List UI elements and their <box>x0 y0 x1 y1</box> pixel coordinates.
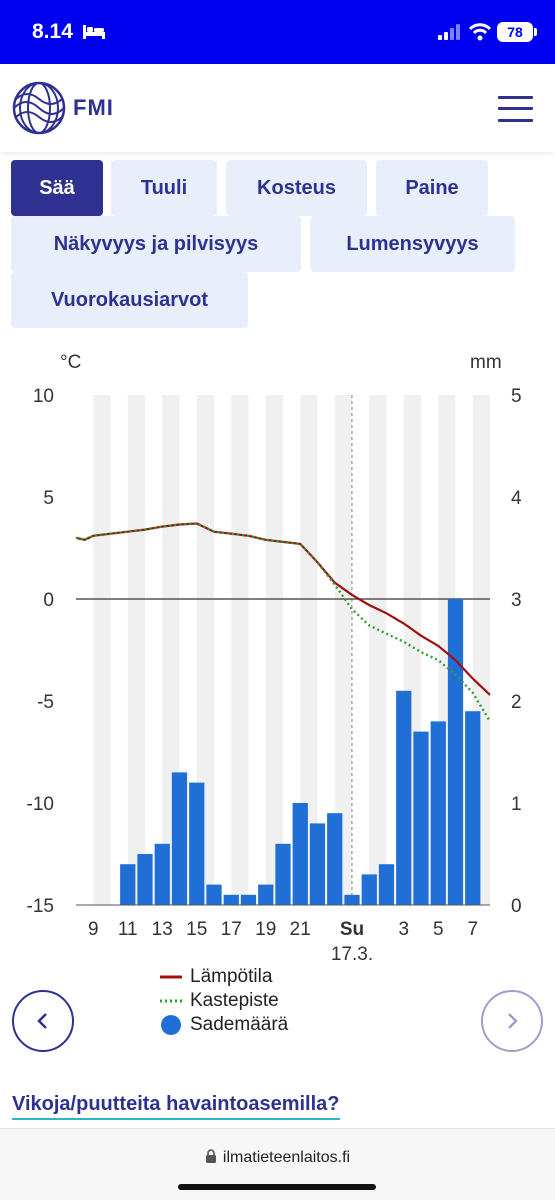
hour-stripe <box>231 395 249 905</box>
battery-tip <box>534 28 537 36</box>
y-right-tick-label: 2 <box>511 692 522 713</box>
x-tick-label: 13 <box>152 919 173 940</box>
precip-bar <box>361 874 377 905</box>
precip-bar <box>137 854 153 905</box>
legend-item-lampotila[interactable]: Lämpötila <box>160 965 288 989</box>
tab-nakyvyys[interactable]: Näkyvyys ja pilvisyys <box>11 216 301 272</box>
hour-stripe <box>369 395 387 905</box>
hour-stripe <box>196 395 214 905</box>
legend-label: Lämpötila <box>190 966 273 987</box>
precip-bar <box>120 864 136 905</box>
x-tick-label: Su <box>340 919 364 940</box>
y-right-tick-label: 3 <box>511 590 522 611</box>
y-right-tick-label: 0 <box>511 896 522 917</box>
bed-icon <box>83 25 105 39</box>
legend-label: Sademäärä <box>190 1014 289 1035</box>
x-tick-label: 5 <box>433 919 444 940</box>
tab-vuorokausiarvot[interactable]: Vuorokausiarvot <box>11 272 248 328</box>
y-right-tick-label: 4 <box>511 488 522 509</box>
tab-kosteus[interactable]: Kosteus <box>226 160 367 216</box>
precip-bar <box>396 690 412 905</box>
chevron-left-icon <box>37 1013 47 1029</box>
tab-lumensyvyys[interactable]: Lumensyvyys <box>310 216 515 272</box>
logo-text[interactable]: FMI <box>73 95 114 120</box>
precip-bar <box>378 864 395 905</box>
browser-bottom-bar: ilmatieteenlaitos.fi <box>0 1128 555 1200</box>
y-left-unit: °C <box>60 352 81 373</box>
legend-line-swatch <box>160 975 182 979</box>
url-text: ilmatieteenlaitos.fi <box>222 1149 351 1166</box>
precip-bar <box>189 782 205 905</box>
hamburger-icon[interactable] <box>496 94 536 124</box>
precip-bar <box>206 884 222 905</box>
precip-bar <box>413 731 429 905</box>
prev-button[interactable] <box>12 990 74 1052</box>
precip-bar <box>154 843 170 905</box>
x-tick-label: 15 <box>186 919 207 940</box>
station-issues-link[interactable]: Vikoja/puutteita havaintoasemilla? <box>12 1093 340 1120</box>
battery-indicator: 78 <box>497 22 533 42</box>
y-left-tick-label: 0 <box>43 590 54 611</box>
y-left-tick-label: 5 <box>43 488 54 509</box>
precip-bar <box>171 772 188 905</box>
x-tick-label: 9 <box>88 919 99 940</box>
lock-icon <box>205 1149 216 1163</box>
x-tick-label: 3 <box>398 919 409 940</box>
y-left-tick-label: -15 <box>27 896 54 917</box>
hour-stripe <box>265 395 283 905</box>
x-tick-label: 7 <box>467 919 478 940</box>
chart-legend: Lämpötila Kastepiste Sademäärä <box>160 965 288 1037</box>
x-tick-label: 19 <box>255 919 276 940</box>
y-right-tick-label: 5 <box>511 386 522 407</box>
status-time: 8.14 <box>32 20 73 43</box>
signal-icon <box>438 24 460 40</box>
precip-bar <box>327 813 343 905</box>
tab-paine[interactable]: Paine <box>376 160 488 216</box>
precip-bar <box>292 803 308 905</box>
precip-bar <box>223 894 239 905</box>
legend-label: Kastepiste <box>190 990 279 1011</box>
x-date-label: 17.3. <box>331 944 373 965</box>
dewpoint-line <box>75 522 492 723</box>
y-left-tick-label: 10 <box>33 386 54 407</box>
hour-stripe <box>93 395 111 905</box>
url-bar[interactable]: ilmatieteenlaitos.fi <box>0 1149 555 1167</box>
x-tick-label: 17 <box>221 919 242 940</box>
x-tick-label: 21 <box>290 919 311 940</box>
tab-saa[interactable]: Sää <box>11 160 103 216</box>
tab-tuuli[interactable]: Tuuli <box>111 160 217 216</box>
y-right-unit: mm <box>470 352 502 373</box>
chevron-right-icon <box>508 1013 518 1029</box>
precip-bar <box>275 843 291 905</box>
wifi-icon <box>469 23 491 41</box>
legend-circle-swatch <box>161 1015 181 1035</box>
home-indicator <box>178 1184 376 1190</box>
precip-bar <box>240 894 257 905</box>
site-header: FMI <box>0 64 555 152</box>
precip-bar <box>258 884 274 905</box>
status-bar: 8.14 78 <box>0 0 555 64</box>
next-button[interactable] <box>481 990 543 1052</box>
y-left-tick-label: -5 <box>37 692 54 713</box>
y-right-tick-label: 1 <box>511 794 522 815</box>
y-left-tick-label: -10 <box>27 794 54 815</box>
precip-bar <box>430 721 446 905</box>
legend-item-sademaara[interactable]: Sademäärä <box>160 1013 288 1037</box>
legend-dotted-swatch <box>160 999 182 1003</box>
hour-stripe <box>300 395 318 905</box>
precip-bar <box>344 894 360 905</box>
precip-bar <box>309 823 326 905</box>
globe-icon[interactable] <box>12 81 66 135</box>
precip-bar <box>447 599 464 905</box>
hour-stripe <box>334 395 352 905</box>
legend-item-kastepiste[interactable]: Kastepiste <box>160 989 288 1013</box>
x-tick-label: 11 <box>118 919 138 940</box>
precip-bar <box>465 711 481 905</box>
hour-stripe <box>127 395 145 905</box>
